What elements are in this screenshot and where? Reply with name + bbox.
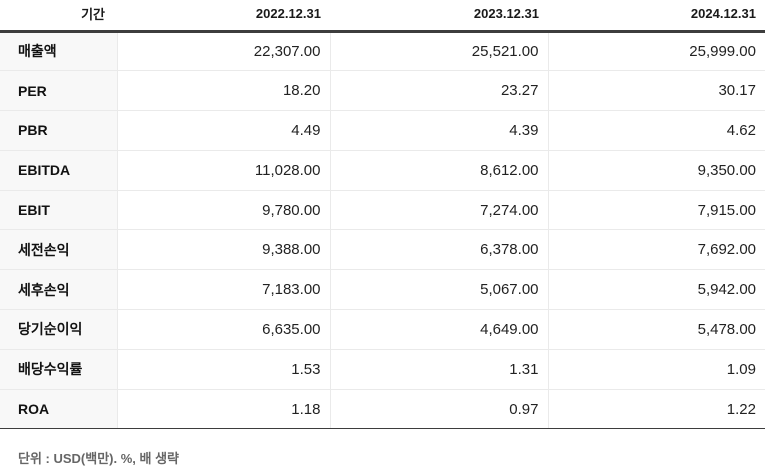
cell-value: 5,942.00 [547,269,765,311]
table-body: 매출액 22,307.00 25,521.00 25,999.00 PER 18… [0,31,765,430]
row-label-ebit: EBIT [0,190,117,231]
cell-value: 4.49 [116,110,330,151]
row-label-revenue: 매출액 [0,31,117,72]
row-label-net-income: 당기순이익 [0,309,117,350]
cell-value: 4.62 [547,110,765,151]
financial-summary-table: 기간 2022.12.31 2023.12.31 2024.12.31 매출액 … [0,0,765,430]
column-header-period: 기간 [0,0,117,33]
table-row: PER 18.20 23.27 30.17 [0,70,765,112]
cell-value: 30.17 [547,70,765,112]
cell-value: 8,612.00 [329,150,548,191]
table-header: 기간 2022.12.31 2023.12.31 2024.12.31 [0,0,765,33]
table-row: 세후손익 7,183.00 5,067.00 5,942.00 [0,269,765,311]
cell-value: 5,067.00 [329,269,548,311]
row-label-dividend-yield: 배당수익률 [0,349,117,390]
cell-value: 23.27 [329,70,548,112]
cell-value: 1.31 [329,349,548,390]
table-row: PBR 4.49 4.39 4.62 [0,110,765,151]
table-row: EBIT 9,780.00 7,274.00 7,915.00 [0,190,765,231]
cell-value: 1.09 [547,349,765,390]
table-row: EBITDA 11,028.00 8,612.00 9,350.00 [0,150,765,191]
cell-value: 25,999.00 [547,31,765,72]
cell-value: 9,780.00 [116,190,330,231]
cell-value: 18.20 [116,70,330,112]
cell-value: 6,635.00 [116,309,330,350]
cell-value: 6,378.00 [329,229,548,271]
header-row: 기간 2022.12.31 2023.12.31 2024.12.31 [0,0,765,33]
cell-value: 22,307.00 [116,31,330,72]
cell-value: 7,915.00 [547,190,765,231]
cell-value: 4.39 [329,110,548,151]
row-label-roa: ROA [0,389,117,430]
table-row: 당기순이익 6,635.00 4,649.00 5,478.00 [0,309,765,350]
cell-value: 1.18 [116,389,330,430]
cell-value: 25,521.00 [329,31,548,72]
table-row: 세전손익 9,388.00 6,378.00 7,692.00 [0,229,765,271]
row-label-per: PER [0,70,117,112]
cell-value: 9,388.00 [116,229,330,271]
row-label-aftertax-income: 세후손익 [0,269,117,311]
row-label-pretax-income: 세전손익 [0,229,117,271]
units-footnote: 단위 : USD(백만). %, 배 생략 [18,451,179,467]
column-header-2024: 2024.12.31 [548,0,765,33]
cell-value: 4,649.00 [329,309,548,350]
row-label-ebitda: EBITDA [0,150,117,191]
column-header-2023: 2023.12.31 [330,0,548,33]
table-row: 배당수익률 1.53 1.31 1.09 [0,349,765,390]
cell-value: 1.53 [116,349,330,390]
table-row: 매출액 22,307.00 25,521.00 25,999.00 [0,31,765,72]
cell-value: 9,350.00 [547,150,765,191]
cell-value: 7,183.00 [116,269,330,311]
cell-value: 0.97 [329,389,548,430]
row-label-pbr: PBR [0,110,117,151]
cell-value: 7,274.00 [329,190,548,231]
table-row: ROA 1.18 0.97 1.22 [0,389,765,430]
cell-value: 11,028.00 [116,150,330,191]
cell-value: 5,478.00 [547,309,765,350]
cell-value: 1.22 [547,389,765,430]
cell-value: 7,692.00 [547,229,765,271]
column-header-2022: 2022.12.31 [117,0,330,33]
